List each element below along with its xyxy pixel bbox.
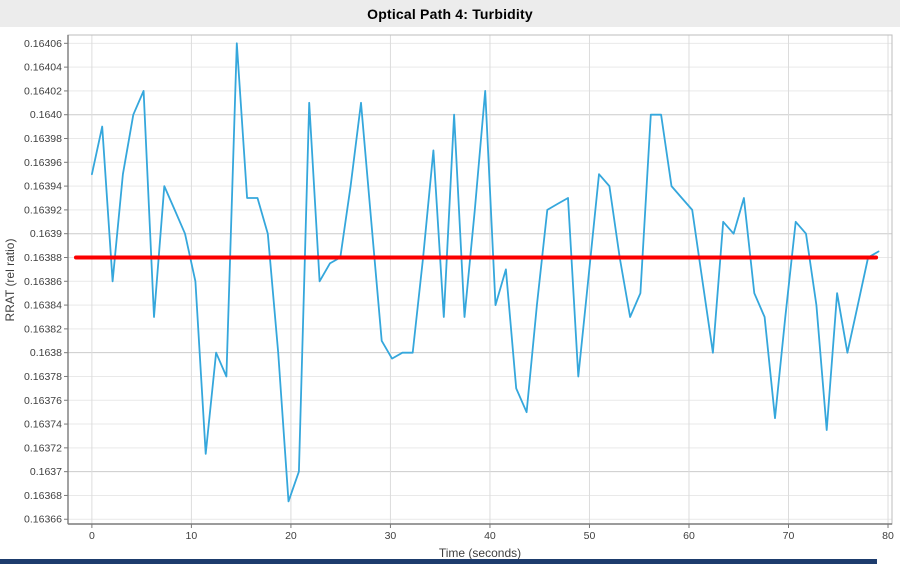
x-tick-label: 10 — [186, 530, 198, 542]
y-tick-label: 0.16396 — [24, 157, 62, 169]
y-tick-label: 0.16386 — [24, 276, 62, 288]
y-tick-label: 0.16394 — [24, 181, 62, 193]
x-tick-label: 50 — [584, 530, 596, 542]
y-tick-label: 0.16392 — [24, 204, 62, 216]
y-tick-label: 0.16382 — [24, 323, 62, 335]
y-tick-label: 0.16368 — [24, 490, 62, 502]
y-tick-label: 0.1638 — [30, 347, 62, 359]
y-axis-title: RRAT (rel ratio) — [3, 239, 17, 322]
y-tick-label: 0.16388 — [24, 252, 62, 264]
y-tick-label: 0.16384 — [24, 300, 62, 312]
series-layer — [73, 42, 880, 503]
y-tick-label: 0.16402 — [24, 85, 62, 97]
x-tick-label: 0 — [89, 530, 95, 542]
x-tick-label: 20 — [285, 530, 297, 542]
x-tick-label: 60 — [683, 530, 695, 542]
y-tick-label: 0.16378 — [24, 371, 62, 383]
x-axis-title: Time (seconds) — [439, 546, 521, 560]
x-tick-label: 30 — [385, 530, 397, 542]
y-tick-label: 0.1637 — [30, 466, 62, 478]
y-tick-label: 0.16372 — [24, 442, 62, 454]
y-tick-label: 0.1639 — [30, 228, 62, 240]
chart-title-bar: Optical Path 4: Turbidity — [0, 0, 900, 27]
y-tick-label: 0.16404 — [24, 62, 62, 74]
y-tick-label: 0.1640 — [30, 109, 62, 121]
turbidity-rrat-line — [91, 42, 880, 503]
x-tick-label: 70 — [783, 530, 795, 542]
y-tick-label: 0.16366 — [24, 514, 62, 526]
chart-title: Optical Path 4: Turbidity — [367, 5, 533, 22]
window-bottom-accent-bar — [0, 559, 877, 564]
y-tick-label: 0.16398 — [24, 133, 62, 145]
y-tick-label: 0.16406 — [24, 38, 62, 50]
y-tick-label: 0.16374 — [24, 419, 62, 431]
grid-layer — [68, 35, 892, 524]
axis-layer: 0.16406 0.16404 0.16402 0.1640 0.16398 0.1639… — [24, 34, 894, 542]
x-tick-label: 40 — [484, 530, 496, 542]
y-tick-label: 0.16376 — [24, 395, 62, 407]
x-tick-label: 80 — [882, 530, 894, 542]
